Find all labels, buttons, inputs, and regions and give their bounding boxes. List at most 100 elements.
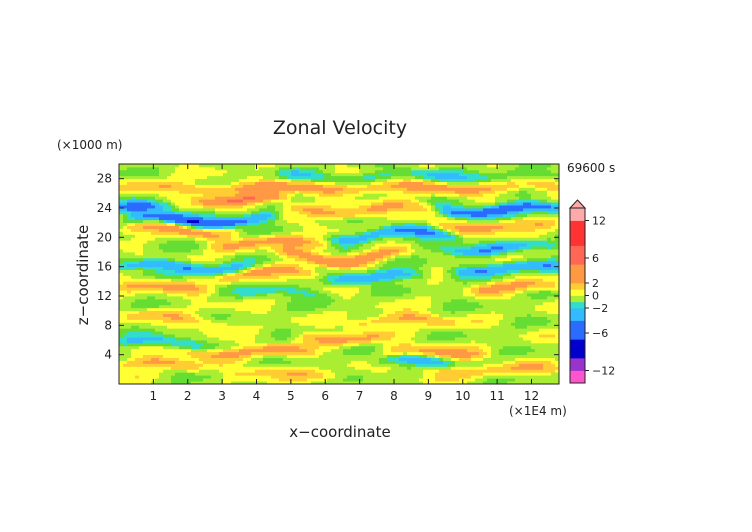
field-cell — [247, 208, 252, 212]
field-cell — [355, 269, 360, 273]
field-cell — [323, 331, 328, 335]
field-cell — [315, 325, 320, 329]
field-cell — [175, 249, 180, 253]
field-cell — [243, 169, 248, 174]
field-cell — [151, 237, 156, 241]
field-cell — [251, 345, 256, 350]
field-cell — [371, 222, 376, 226]
field-cell — [123, 351, 128, 356]
field-cell — [203, 184, 208, 188]
field-cell — [223, 319, 228, 323]
field-cell — [179, 325, 184, 329]
field-cell — [299, 281, 304, 285]
field-cell — [367, 275, 372, 279]
field-cell — [311, 287, 316, 291]
field-cell — [259, 252, 264, 256]
field-cell — [239, 337, 244, 341]
field-cell — [327, 193, 332, 197]
field-cell — [139, 275, 144, 279]
field-cell — [295, 372, 300, 376]
field-cell — [343, 348, 348, 353]
field-cell — [215, 331, 220, 335]
field-cell — [167, 342, 172, 347]
field-cell — [191, 287, 196, 291]
field-cell — [203, 252, 208, 256]
field-cell — [243, 184, 248, 188]
field-cell — [367, 228, 372, 232]
field-cell — [243, 199, 248, 203]
field-cell — [271, 281, 276, 285]
field-cell — [251, 196, 256, 200]
field-cell — [151, 331, 156, 335]
field-cell — [315, 357, 320, 361]
field-cell — [343, 205, 348, 209]
field-cell — [303, 331, 308, 335]
field-cell — [371, 357, 376, 361]
field-cell — [199, 351, 204, 356]
field-cell — [351, 337, 356, 341]
field-cell — [255, 263, 260, 268]
field-cell — [199, 190, 204, 194]
field-cell — [191, 175, 196, 180]
field-cell — [343, 228, 348, 232]
field-cell — [131, 257, 136, 262]
field-cell — [199, 196, 204, 200]
field-cell — [167, 205, 172, 209]
field-cell — [311, 210, 316, 215]
field-cell — [303, 208, 308, 212]
field-cell — [275, 184, 280, 188]
field-cell — [139, 213, 144, 218]
field-cell — [351, 331, 356, 335]
field-cell — [283, 310, 288, 314]
field-cell — [355, 263, 360, 268]
field-cell — [339, 184, 344, 188]
field-cell — [195, 178, 200, 182]
field-cell — [183, 372, 188, 376]
field-cell — [355, 337, 360, 341]
field-cell — [307, 175, 312, 180]
field-cell — [239, 257, 244, 262]
field-cell — [159, 360, 164, 364]
field-cell — [119, 334, 124, 338]
field-cell — [167, 354, 172, 358]
field-cell — [263, 243, 268, 247]
field-cell — [315, 313, 320, 317]
field-cell — [211, 313, 216, 317]
field-cell — [167, 254, 172, 259]
field-cell — [191, 354, 196, 358]
field-cell — [379, 348, 384, 353]
field-cell — [363, 331, 368, 335]
field-cell — [175, 196, 180, 200]
field-cell — [199, 284, 204, 288]
field-cell — [123, 175, 128, 180]
field-cell — [211, 269, 216, 273]
field-cell — [247, 202, 252, 206]
field-cell — [179, 381, 184, 384]
field-cell — [295, 293, 300, 297]
field-cell — [339, 293, 344, 297]
field-cell — [287, 164, 292, 168]
field-cell — [183, 275, 188, 279]
field-cell — [239, 263, 244, 268]
field-cell — [151, 228, 156, 232]
field-cell — [331, 254, 336, 259]
field-cell — [335, 193, 340, 197]
field-cell — [167, 296, 172, 300]
field-cell — [303, 345, 308, 350]
field-cell — [295, 278, 300, 282]
field-cell — [135, 187, 140, 191]
field-cell — [203, 354, 208, 358]
field-cell — [143, 378, 148, 382]
field-cell — [291, 225, 296, 229]
field-cell — [255, 237, 260, 241]
field-cell — [239, 351, 244, 356]
field-cell — [223, 313, 228, 317]
field-cell — [207, 237, 212, 241]
field-cell — [139, 249, 144, 253]
field-cell — [191, 164, 196, 168]
field-cell — [151, 181, 156, 185]
field-cell — [143, 178, 148, 182]
field-cell — [119, 254, 124, 259]
field-cell — [239, 228, 244, 232]
field-cell — [263, 187, 268, 191]
